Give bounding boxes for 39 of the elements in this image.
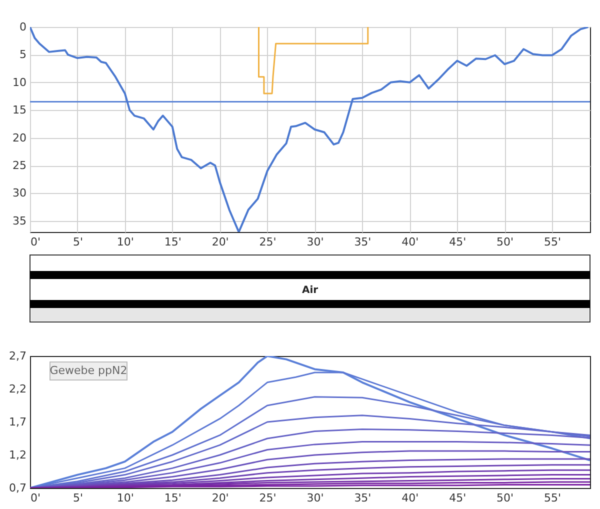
x-tick-label: 15'	[164, 236, 182, 248]
x-tick-label: 35'	[354, 492, 372, 504]
x-tick-label: 10'	[116, 492, 134, 504]
annotation: Gewebe ppN2	[50, 364, 128, 377]
x-tick-label: 5'	[72, 236, 83, 248]
y-tick-label: 10	[12, 76, 26, 89]
x-tick-label: 50'	[496, 492, 514, 504]
y-tick-label: 20	[12, 131, 26, 144]
x-tick-label: 5'	[72, 492, 83, 504]
y-tick-label: 0	[20, 20, 26, 34]
x-tick-label: 10'	[116, 236, 134, 248]
x-tick-label: 0'	[30, 492, 41, 504]
y-tick-label: 1,7	[9, 416, 26, 428]
x-tick-label: 25'	[259, 236, 276, 248]
x-tick-label: 50'	[496, 236, 514, 248]
x-tick-label: 0'	[30, 236, 41, 248]
text: Air	[302, 285, 318, 296]
x-tick-label: 15'	[164, 492, 182, 504]
y-tick-label: 2,7	[9, 350, 26, 362]
x-tick-label: 25'	[259, 492, 276, 504]
x-tick-label: 45'	[449, 492, 466, 504]
x-tick-label: 30'	[306, 236, 324, 248]
x-tick-label: 30'	[306, 492, 324, 504]
x-tick-label: 40'	[402, 236, 419, 248]
x-tick-label: 55'	[544, 492, 562, 504]
y-tick-label: 15	[12, 104, 26, 117]
y-tick-label: 25	[12, 159, 26, 172]
y-tick-label: 35	[12, 214, 26, 228]
x-tick-label: 20'	[212, 492, 229, 504]
x-tick-label: 45'	[449, 236, 466, 248]
x-tick-label: 40'	[402, 492, 419, 504]
y-tick-label: 30	[12, 186, 26, 200]
y-tick-label: 5	[20, 48, 26, 62]
x-tick-label: 35'	[354, 236, 372, 248]
y-tick-label: 1,2	[9, 448, 26, 462]
y-tick-label: 2,2	[9, 382, 26, 396]
y-tick-label: 0,7	[9, 482, 26, 494]
x-tick-label: 20'	[212, 236, 229, 248]
x-tick-label: 55'	[544, 236, 562, 248]
